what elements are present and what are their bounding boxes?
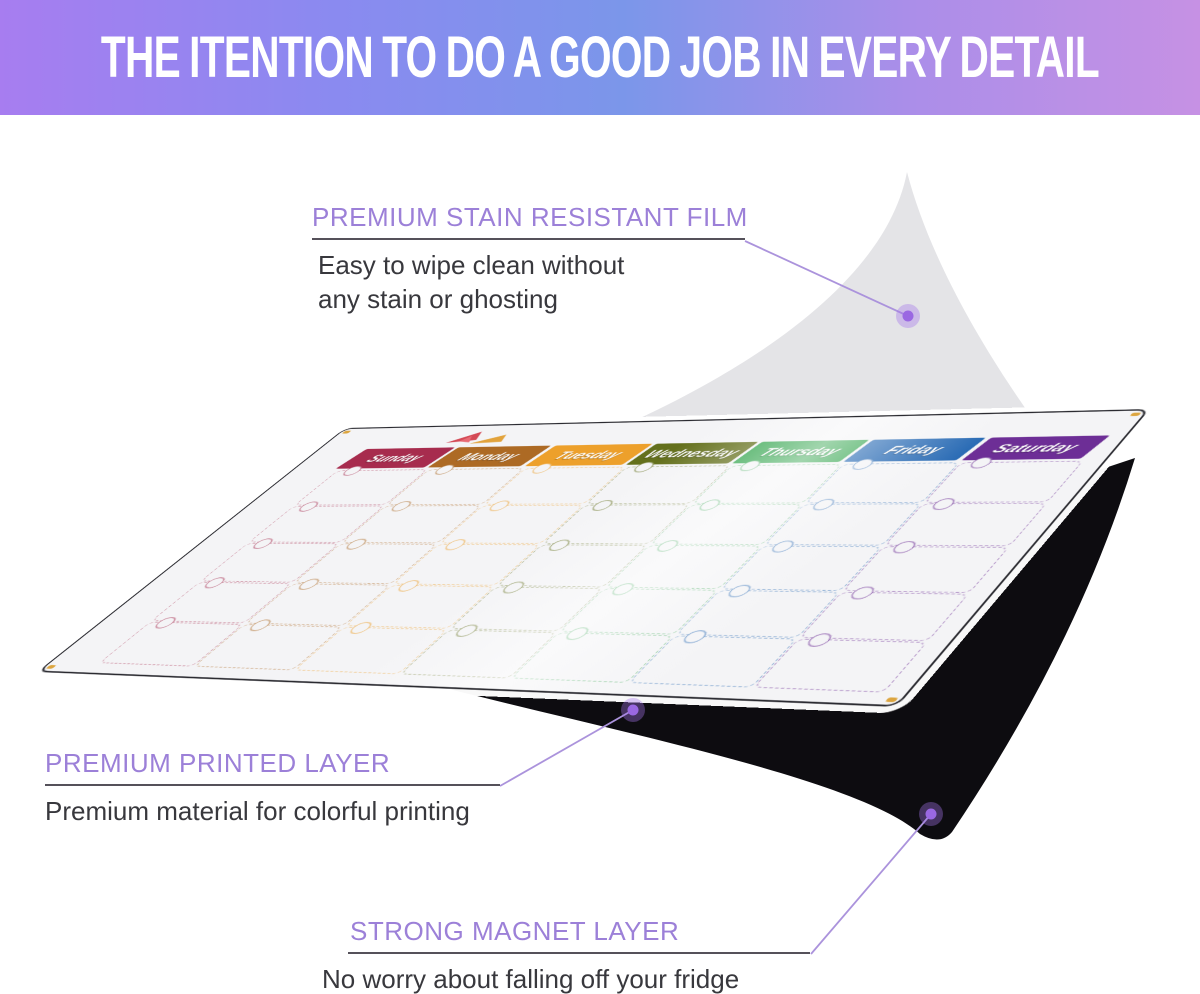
callout-film: PREMIUM STAIN RESISTANT FILM Easy to wip… <box>312 202 748 316</box>
connector-line-film <box>744 240 909 317</box>
corner-mark-icon <box>45 664 57 669</box>
callout-dot-film <box>896 304 920 328</box>
corner-mark-icon <box>1129 412 1142 417</box>
page-banner: THE ITENTION TO DO A GOOD JOB IN EVERY D… <box>0 0 1200 115</box>
banner-title: THE ITENTION TO DO A GOOD JOB IN EVERY D… <box>100 25 1100 90</box>
corner-mark-icon <box>341 430 352 434</box>
callout-magnet-underline <box>348 952 810 954</box>
callout-magnet-body: No worry about falling off your fridge <box>322 962 810 994</box>
callout-film-body: Easy to wipe clean without any stain or … <box>318 248 748 316</box>
connector-line-magnet <box>810 813 932 955</box>
callout-film-line: any stain or ghosting <box>318 284 558 314</box>
callout-printed-title: PREMIUM PRINTED LAYER <box>45 748 391 778</box>
callout-printed-line: Premium material for colorful printing <box>45 796 470 826</box>
callout-magnet-line: No worry about falling off your fridge <box>322 964 740 994</box>
connector-line-printed <box>499 709 634 787</box>
calendar-board: Sunday Monday Tuesday Wednesday Thursday Frid… <box>37 408 1151 707</box>
callout-film-line: Easy to wipe clean without <box>318 250 625 280</box>
corner-mark-icon <box>884 697 899 703</box>
brand-logo-icon <box>445 431 510 444</box>
calendar-board-face: Sunday Monday Tuesday Wednesday Thursday Frid… <box>40 410 1147 706</box>
callout-dot-printed <box>621 698 645 722</box>
callout-printed-underline <box>45 784 500 786</box>
callout-film-underline <box>312 238 745 240</box>
callout-printed: PREMIUM PRINTED LAYER Premium material f… <box>45 748 500 828</box>
callout-magnet: STRONG MAGNET LAYER No worry about falli… <box>322 916 810 994</box>
callout-printed-body: Premium material for colorful printing <box>45 794 500 828</box>
callout-dot-magnet <box>919 802 943 826</box>
calendar-grid <box>98 456 1084 693</box>
callout-magnet-title: STRONG MAGNET LAYER <box>350 916 680 946</box>
callout-film-title: PREMIUM STAIN RESISTANT FILM <box>312 202 748 232</box>
